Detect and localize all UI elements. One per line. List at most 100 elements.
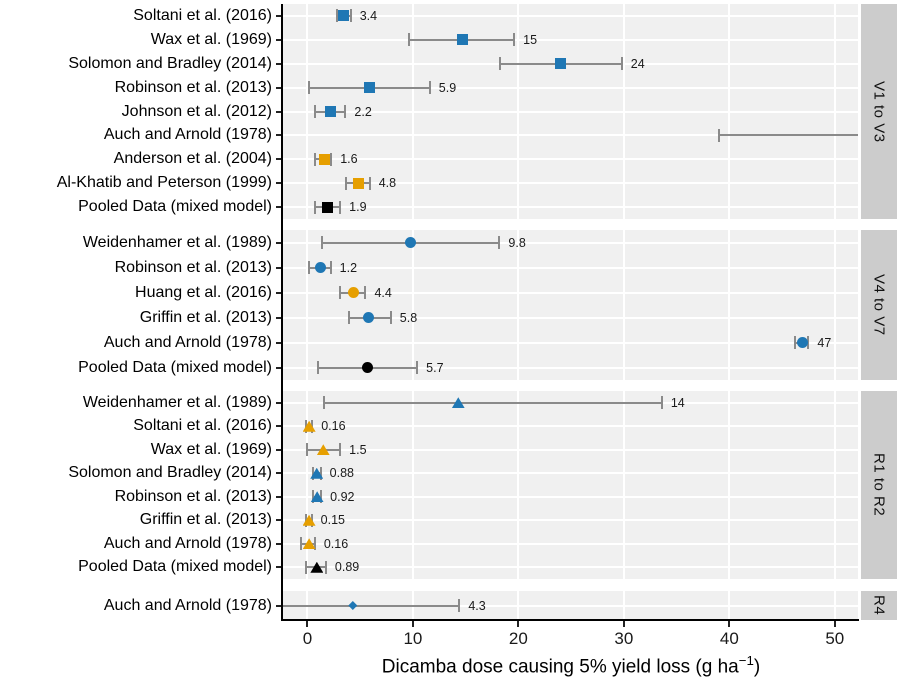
gridline-horizontal: [283, 316, 858, 319]
facet-strip: V4 to V7: [861, 230, 897, 380]
error-bar-cap-low: [306, 443, 309, 457]
error-bar-cap-low: [323, 396, 326, 410]
gridline-horizontal: [283, 291, 858, 294]
y-axis-tick: [276, 38, 283, 41]
point-marker-triangle: [302, 420, 316, 432]
row-label: Soltani et al. (2016): [133, 417, 272, 435]
point-marker-triangle: [302, 514, 316, 526]
row-label: Solomon and Bradley (2014): [68, 54, 272, 72]
error-bar-cap-high: [349, 9, 352, 23]
error-bar-cap-low: [307, 261, 310, 274]
y-axis-tick: [276, 448, 283, 451]
value-label: 0.92: [330, 489, 355, 504]
point-marker-square: [322, 201, 333, 213]
facet-panel: 4.3: [283, 591, 858, 620]
x-axis-tick-label: 30: [614, 629, 634, 648]
x-axis-tick: [728, 621, 731, 627]
y-axis-tick: [276, 134, 283, 137]
error-bar-cap-high: [330, 152, 333, 166]
row-label: Wax et al. (1969): [150, 30, 272, 48]
gridline-vertical: [833, 391, 836, 579]
x-axis-tick-label: 20: [508, 629, 528, 648]
row-label: Wax et al. (1969): [150, 440, 272, 458]
y-axis-tick: [276, 542, 283, 545]
gridline-horizontal: [283, 495, 858, 498]
y-axis-tick: [276, 366, 283, 369]
point-marker-square: [364, 82, 376, 94]
x-axis-tick: [517, 621, 520, 627]
y-axis-tick: [276, 14, 283, 17]
value-label: 1.9: [349, 200, 367, 215]
gridline-horizontal: [283, 566, 858, 569]
y-axis-tick: [276, 86, 283, 89]
row-label: Auch and Arnold (1978): [103, 596, 272, 614]
error-bar-cap-high: [620, 57, 623, 71]
error-bar-cap-low: [300, 537, 303, 551]
error-bar-cap-high: [416, 361, 419, 374]
error-bar-cap-high: [319, 466, 322, 480]
point-marker-square: [318, 153, 330, 165]
value-label: 9.8: [508, 235, 526, 250]
error-bar-cap-low: [313, 200, 316, 214]
row-label: Weidenhamer et al. (1989): [82, 393, 272, 411]
value-label: 2.2: [354, 104, 372, 119]
error-bar-cap-low: [335, 9, 338, 23]
gridline-vertical: [622, 391, 625, 579]
row-label: Auch and Arnold (1978): [103, 534, 272, 552]
value-label: 5.8: [399, 310, 418, 325]
y-axis-tick: [276, 182, 283, 185]
facet-strip-label: R4: [870, 595, 888, 616]
gridline-vertical: [306, 230, 309, 380]
error-bar-cap-low: [407, 33, 410, 47]
point-marker-square: [555, 58, 567, 70]
point-marker-triangle: [451, 397, 465, 409]
x-axis-title-superscript: −1: [738, 653, 754, 668]
gridline-horizontal: [283, 519, 858, 522]
gridline-vertical: [517, 391, 520, 579]
y-axis-tick: [276, 604, 283, 607]
error-bar: [718, 134, 858, 137]
row-label: Al-Khatib and Peterson (1999): [56, 174, 272, 192]
error-bar-cap-high: [339, 200, 342, 214]
gridline-vertical: [411, 391, 414, 579]
value-label: 0.89: [334, 560, 360, 575]
value-label: 1.5: [349, 442, 367, 457]
y-axis-tick: [276, 62, 283, 65]
value-label: 0.16: [321, 419, 346, 434]
x-axis-tick: [411, 621, 414, 627]
y-axis-tick: [276, 266, 283, 269]
x-axis-title-text: Dicamba dose causing 5% yield loss (g ha: [381, 656, 739, 678]
value-label: 4.4: [374, 285, 392, 300]
error-bar-cap-low: [314, 152, 317, 166]
row-label: Johnson et al. (2012): [121, 102, 272, 120]
x-axis-tick: [833, 621, 836, 627]
value-label: 47: [817, 335, 832, 350]
row-label: Robinson et al. (2013): [114, 78, 272, 96]
point-marker-square: [337, 10, 349, 22]
error-bar-cap-low: [793, 336, 796, 349]
error-bar-cap-high: [389, 311, 392, 324]
value-label: 0.15: [320, 513, 346, 528]
error-bar-cap-low: [345, 176, 348, 190]
value-label: 0.88: [329, 466, 354, 481]
gridline-horizontal: [283, 241, 858, 244]
y-axis-tick: [276, 291, 283, 294]
gridline-vertical: [306, 391, 309, 579]
point-marker-circle: [362, 362, 374, 373]
x-axis-tick-label: 40: [719, 629, 739, 648]
point-marker-circle: [314, 262, 326, 273]
point-marker-triangle: [310, 467, 324, 479]
gridline-horizontal: [283, 110, 858, 113]
row-label: Griffin et al. (2013): [139, 308, 272, 326]
gridline-horizontal: [283, 604, 858, 607]
gridline-horizontal: [283, 341, 858, 344]
error-bar-cap-high: [344, 105, 347, 118]
value-label: 4.3: [468, 598, 486, 613]
error-bar-cap-low: [312, 466, 315, 480]
row-label: Robinson et al. (2013): [114, 487, 272, 505]
gridline-horizontal: [283, 266, 858, 269]
facet-panel: 3.4 15 24 5.9 2.2 1.6 4.8 1.9: [283, 4, 858, 219]
gridline-horizontal: [283, 14, 858, 17]
error-bar-cap-high: [458, 599, 461, 612]
